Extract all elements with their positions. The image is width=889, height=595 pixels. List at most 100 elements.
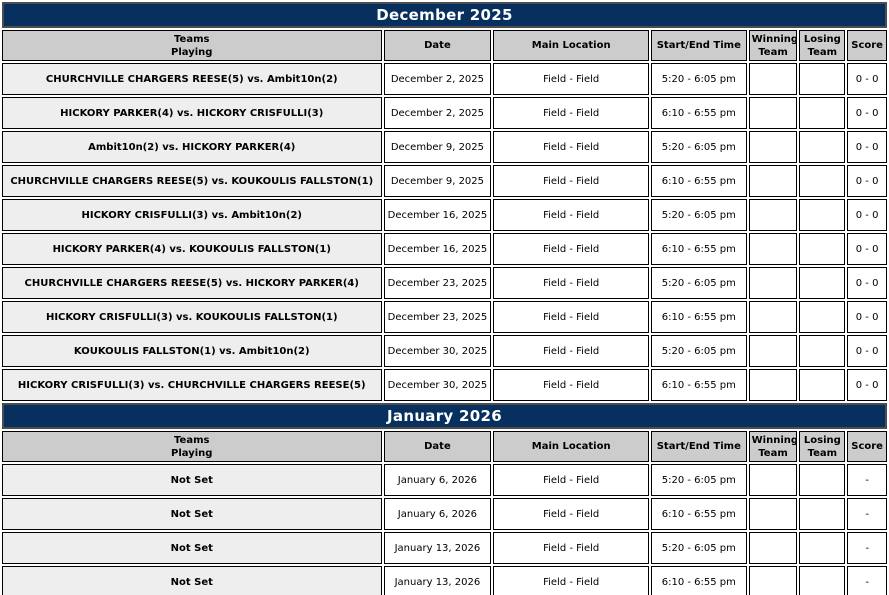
section-banner-row: January 2026 [2,403,887,429]
teams-cell: HICKORY PARKER(4) vs. HICKORY CRISFULLI(… [2,97,382,129]
date-cell: December 23, 2025 [383,301,492,333]
teams-cell: CHURCHVILLE CHARGERS REESE(5) vs. Ambit1… [2,63,382,95]
score-cell: 0 - 0 [847,199,887,231]
date-cell: January 6, 2026 [383,464,492,496]
column-header-winning-team: Winning Team [748,431,798,462]
column-header-date: Date [383,431,492,462]
location-cell: Field - Field [493,199,649,231]
score-cell: 0 - 0 [847,369,887,401]
winning-team-cell [748,301,798,333]
losing-team-cell [799,464,846,496]
date-cell: December 23, 2025 [383,267,492,299]
table-row: KOUKOULIS FALLSTON(1) vs. Ambit10n(2) De… [2,335,887,367]
score-cell: 0 - 0 [847,301,887,333]
date-cell: December 16, 2025 [383,233,492,265]
table-row: CHURCHVILLE CHARGERS REESE(5) vs. HICKOR… [2,267,887,299]
date-cell: December 9, 2025 [383,165,492,197]
column-header-location: Main Location [493,431,649,462]
winning-team-cell [748,165,798,197]
teams-cell: HICKORY PARKER(4) vs. KOUKOULIS FALLSTON… [2,233,382,265]
location-cell: Field - Field [493,131,649,163]
section-title-january: January 2026 [2,403,887,429]
losing-team-cell [799,233,846,265]
losing-team-cell [799,301,846,333]
table-row: Not Set January 13, 2026 Field - Field 6… [2,566,887,595]
score-cell: 0 - 0 [847,131,887,163]
score-cell: - [847,532,887,564]
time-cell: 6:10 - 6:55 pm [651,301,747,333]
column-header-losing-team: Losing Team [799,30,846,61]
teams-cell: CHURCHVILLE CHARGERS REESE(5) vs. KOUKOU… [2,165,382,197]
location-cell: Field - Field [493,369,649,401]
score-cell: 0 - 0 [847,267,887,299]
section-title-december: December 2025 [2,2,887,28]
date-cell: December 16, 2025 [383,199,492,231]
time-cell: 6:10 - 6:55 pm [651,233,747,265]
winning-team-cell [748,233,798,265]
time-cell: 5:20 - 6:05 pm [651,63,747,95]
losing-team-cell [799,498,846,530]
time-cell: 5:20 - 6:05 pm [651,131,747,163]
table-row: Not Set January 13, 2026 Field - Field 5… [2,532,887,564]
score-cell: - [847,498,887,530]
teams-cell: Not Set [2,498,382,530]
time-cell: 6:10 - 6:55 pm [651,97,747,129]
losing-team-cell [799,566,846,595]
section-banner-row: December 2025 [2,2,887,28]
losing-team-cell [799,335,846,367]
teams-cell: HICKORY CRISFULLI(3) vs. KOUKOULIS FALLS… [2,301,382,333]
losing-team-cell [799,63,846,95]
teams-cell: Ambit10n(2) vs. HICKORY PARKER(4) [2,131,382,163]
losing-team-cell [799,532,846,564]
location-cell: Field - Field [493,566,649,595]
location-cell: Field - Field [493,165,649,197]
time-cell: 5:20 - 6:05 pm [651,267,747,299]
column-header-row: Teams Playing Date Main Location Start/E… [2,30,887,61]
date-cell: December 9, 2025 [383,131,492,163]
table-row: CHURCHVILLE CHARGERS REESE(5) vs. Ambit1… [2,63,887,95]
winning-team-cell [748,131,798,163]
location-cell: Field - Field [493,498,649,530]
column-header-winning-team: Winning Team [748,30,798,61]
teams-cell: CHURCHVILLE CHARGERS REESE(5) vs. HICKOR… [2,267,382,299]
column-header-losing-team: Losing Team [799,431,846,462]
table-row: Not Set January 6, 2026 Field - Field 5:… [2,464,887,496]
table-row: HICKORY PARKER(4) vs. HICKORY CRISFULLI(… [2,97,887,129]
time-cell: 5:20 - 6:05 pm [651,464,747,496]
column-header-time: Start/End Time [651,30,747,61]
section-december: December 2025 Teams Playing Date Main Lo… [2,2,887,401]
teams-cell: HICKORY CRISFULLI(3) vs. Ambit10n(2) [2,199,382,231]
winning-team-cell [748,498,798,530]
location-cell: Field - Field [493,97,649,129]
table-row: Not Set January 6, 2026 Field - Field 6:… [2,498,887,530]
time-cell: 6:10 - 6:55 pm [651,369,747,401]
table-row: HICKORY PARKER(4) vs. KOUKOULIS FALLSTON… [2,233,887,265]
score-cell: 0 - 0 [847,97,887,129]
date-cell: December 2, 2025 [383,63,492,95]
winning-team-cell [748,267,798,299]
score-cell: 0 - 0 [847,63,887,95]
location-cell: Field - Field [493,233,649,265]
table-row: HICKORY CRISFULLI(3) vs. Ambit10n(2) Dec… [2,199,887,231]
winning-team-cell [748,335,798,367]
teams-cell: Not Set [2,532,382,564]
location-cell: Field - Field [493,464,649,496]
teams-cell: Not Set [2,464,382,496]
time-cell: 6:10 - 6:55 pm [651,498,747,530]
location-cell: Field - Field [493,301,649,333]
date-cell: January 13, 2026 [383,566,492,595]
winning-team-cell [748,566,798,595]
date-cell: December 30, 2025 [383,335,492,367]
winning-team-cell [748,532,798,564]
date-cell: December 2, 2025 [383,97,492,129]
score-cell: 0 - 0 [847,233,887,265]
date-cell: January 13, 2026 [383,532,492,564]
time-cell: 6:10 - 6:55 pm [651,566,747,595]
winning-team-cell [748,369,798,401]
column-header-teams: Teams Playing [2,30,382,61]
location-cell: Field - Field [493,63,649,95]
table-row: Ambit10n(2) vs. HICKORY PARKER(4) Decemb… [2,131,887,163]
table-row: HICKORY CRISFULLI(3) vs. KOUKOULIS FALLS… [2,301,887,333]
losing-team-cell [799,267,846,299]
